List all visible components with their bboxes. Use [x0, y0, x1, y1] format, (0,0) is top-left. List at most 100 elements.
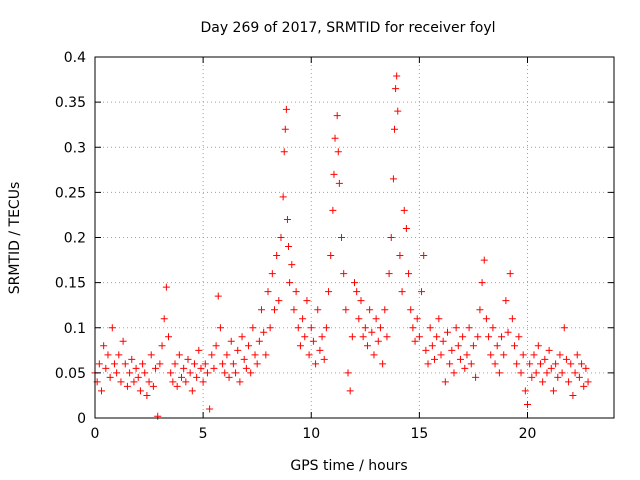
data-point [201, 360, 209, 368]
data-point [368, 328, 376, 336]
data-point [584, 378, 592, 386]
data-point [387, 234, 395, 241]
data-point [247, 369, 255, 377]
data-point [154, 412, 162, 420]
data-point [143, 391, 151, 399]
data-point [175, 351, 183, 359]
data-point [149, 382, 157, 390]
data-point [173, 382, 181, 390]
data-point [279, 193, 287, 201]
y-tick-label: 0.35 [55, 95, 86, 111]
data-point [346, 387, 354, 395]
data-point [580, 382, 588, 390]
data-point [227, 337, 235, 345]
data-point [169, 378, 177, 386]
y-tick-labels: 0 0.05 0.1 0.15 0.2 0.25 0.3 0.35 0.4 [55, 50, 86, 427]
data-point [266, 324, 274, 332]
data-point [303, 297, 311, 305]
data-point [409, 324, 417, 332]
data-point [128, 355, 136, 363]
data-point [270, 306, 278, 314]
data-point [165, 333, 173, 341]
data-point [370, 351, 378, 359]
data-point [132, 364, 140, 372]
data-point [391, 125, 399, 133]
data-point [498, 333, 506, 341]
data-point [342, 306, 350, 314]
data-point [104, 351, 112, 359]
data-point [463, 351, 471, 359]
data-point [530, 351, 538, 359]
data-point [223, 351, 231, 359]
data-point [123, 382, 131, 390]
data-point [229, 360, 237, 368]
data-point [426, 324, 434, 332]
data-point [314, 306, 322, 314]
data-point [296, 342, 304, 350]
data-point [238, 333, 246, 341]
data-point [573, 351, 581, 359]
data-point [422, 346, 430, 354]
data-point [320, 355, 328, 363]
data-point [500, 351, 508, 359]
data-point [536, 360, 544, 368]
data-point [219, 360, 227, 368]
data-point [245, 342, 253, 350]
data-point [351, 279, 358, 287]
data-point [130, 378, 138, 386]
data-point [203, 369, 211, 377]
data-point [472, 373, 480, 381]
data-point [334, 148, 342, 156]
data-point [338, 234, 346, 241]
data-point [225, 373, 233, 381]
axis-ticks [94, 56, 614, 419]
x-tick-label: 10 [302, 426, 320, 442]
data-point [262, 351, 270, 359]
data-point [396, 252, 404, 260]
data-point [569, 391, 577, 399]
data-point [485, 333, 493, 341]
data-point [467, 360, 475, 368]
data-point [333, 112, 341, 120]
data-point [413, 315, 421, 323]
data-point [108, 324, 116, 332]
data-point [361, 324, 369, 332]
data-point [197, 364, 205, 372]
data-point [424, 360, 432, 368]
data-point [405, 270, 413, 278]
data-point [277, 234, 285, 241]
data-point [152, 364, 160, 372]
data-point [141, 369, 149, 377]
data-point [392, 85, 400, 93]
data-point [186, 369, 194, 377]
data-point [167, 369, 175, 377]
data-point [322, 324, 330, 332]
x-tick-label: 0 [91, 426, 100, 442]
data-point [190, 360, 198, 368]
data-point [398, 288, 406, 296]
data-point [182, 378, 190, 386]
data-point [357, 297, 365, 305]
data-point [389, 175, 397, 183]
data-point [208, 351, 216, 359]
x-tick-label: 20 [519, 426, 537, 442]
data-point [556, 351, 564, 359]
data-point [443, 328, 451, 336]
data-point [448, 346, 456, 354]
data-point [255, 337, 263, 345]
data-point [253, 360, 261, 368]
data-point [545, 346, 553, 354]
y-tick-label: 0.25 [55, 185, 86, 201]
data-point [437, 351, 445, 359]
data-point [428, 342, 436, 350]
chart-title: Day 269 of 2017, SRMTID for receiver foy… [200, 20, 495, 36]
y-tick-label: 0.3 [64, 140, 86, 156]
data-point [562, 355, 570, 363]
data-point [301, 333, 309, 341]
data-point [258, 306, 266, 314]
data-points [91, 72, 592, 420]
data-point [504, 328, 512, 336]
data-point [534, 342, 542, 350]
data-point [280, 148, 288, 156]
